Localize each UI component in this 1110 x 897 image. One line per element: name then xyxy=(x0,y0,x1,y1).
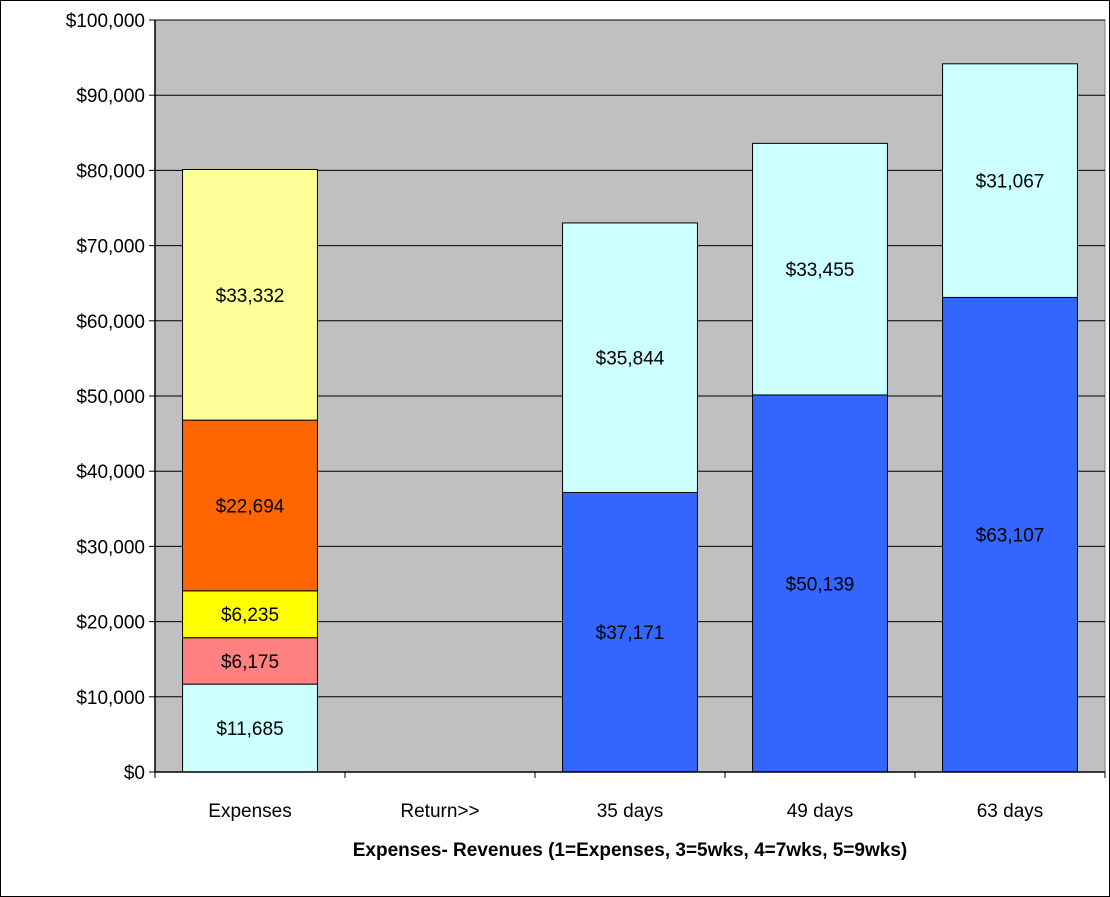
bar-segment xyxy=(942,296,1078,773)
bar-segment xyxy=(182,168,318,421)
y-tick-label: $50,000 xyxy=(76,387,145,408)
bar-segment xyxy=(182,419,318,592)
bar-segment xyxy=(182,637,318,685)
x-axis-title: Expenses- Revenues (1=Expenses, 3=5wks, … xyxy=(353,840,908,861)
y-tick-label: $30,000 xyxy=(76,537,145,558)
y-tick-label: $0 xyxy=(124,763,145,784)
x-tick-label: Expenses xyxy=(208,801,291,822)
y-tick-label: $70,000 xyxy=(76,237,145,258)
axes: $0 $10,000 $20,000 $30,000 $40,000 $50,000 $60… xyxy=(66,11,1106,822)
data-label: $22,694 xyxy=(216,496,285,517)
data-label: $33,332 xyxy=(216,286,285,307)
x-tick-label: Return>> xyxy=(400,801,479,822)
data-label: $6,235 xyxy=(221,605,279,626)
bar-segment xyxy=(942,63,1078,298)
bar-segment xyxy=(182,590,318,639)
data-label: $31,067 xyxy=(976,172,1045,193)
data-label: $50,139 xyxy=(786,574,855,595)
x-tick-label: 49 days xyxy=(787,801,854,822)
y-tick-label: $20,000 xyxy=(76,613,145,634)
y-tick-label: $10,000 xyxy=(76,688,145,709)
y-tick-label: $40,000 xyxy=(76,462,145,483)
data-label: $35,844 xyxy=(596,349,665,370)
bar-segment xyxy=(752,394,888,773)
y-tick-label: $90,000 xyxy=(76,86,145,107)
data-label: $33,455 xyxy=(786,260,855,281)
x-tick-label: 63 days xyxy=(977,801,1044,822)
data-label: $63,107 xyxy=(976,526,1045,547)
data-label: $37,171 xyxy=(596,623,665,644)
data-label: $6,175 xyxy=(221,652,279,673)
y-tick-label: $60,000 xyxy=(76,312,145,333)
bar-segment xyxy=(562,491,698,773)
y-tick-label: $80,000 xyxy=(76,161,145,182)
x-tick-label: 35 days xyxy=(597,801,664,822)
bar-segment xyxy=(562,222,698,493)
bars: $11,685 $6,175 $6,235 $22,694 $33,332 $37,171… xyxy=(182,63,1078,773)
data-label: $11,685 xyxy=(216,719,283,740)
bar-segment xyxy=(752,142,888,396)
y-tick-label: $100,000 xyxy=(66,11,145,32)
